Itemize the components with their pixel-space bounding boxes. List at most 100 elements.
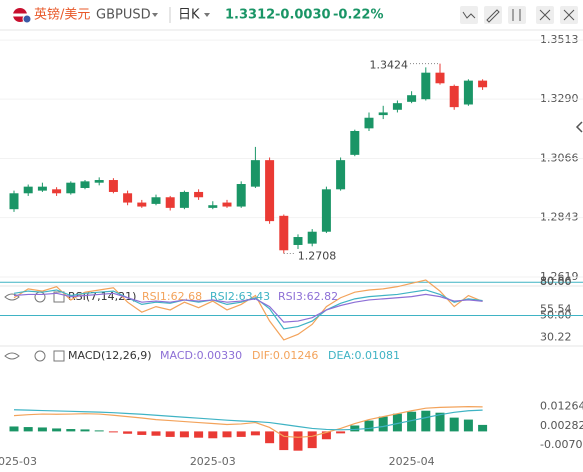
candle-body [265, 160, 275, 222]
macd-bar [194, 431, 204, 438]
macd-line [13, 409, 483, 431]
candle-body [407, 95, 417, 102]
macd-bar [236, 431, 246, 437]
macd-bar [449, 417, 459, 432]
candle-body [293, 237, 303, 245]
period[interactable]: 日K [178, 8, 200, 23]
macd-bar [165, 431, 175, 437]
candle-body [279, 215, 289, 251]
macd-bar [222, 431, 232, 438]
macd-header-icons [4, 350, 65, 362]
candle-body [378, 112, 388, 116]
legend-entry: RSI2:63.43 [210, 290, 270, 303]
macd-bar [463, 419, 473, 432]
candle-body [250, 160, 260, 187]
last-price: 1.3312 [225, 8, 275, 23]
candle-body [307, 231, 317, 244]
macd-bar [137, 431, 147, 435]
candle-body [222, 202, 232, 207]
macd-bar [307, 431, 317, 449]
legend-entry: DIF:0.01246 [252, 349, 318, 362]
rsi-line [13, 292, 483, 323]
macd-bar [52, 428, 62, 432]
draw-icon [486, 9, 500, 23]
candle-body [449, 85, 459, 108]
pair-name[interactable]: 英镑/美元 [34, 7, 90, 23]
eye-icon[interactable] [4, 293, 20, 301]
candle-body [80, 181, 90, 188]
dropdown-arrow[interactable] [152, 13, 158, 17]
macd-bar [80, 429, 90, 432]
macd-bar [66, 429, 76, 432]
indicator-button[interactable] [460, 6, 478, 24]
macd-bar [407, 411, 417, 432]
legend-entry: MACD:0.00330 [160, 349, 242, 362]
settings-icon[interactable] [34, 350, 46, 362]
macd-bar [378, 416, 388, 432]
y-tick-label: -0.00701 [540, 438, 583, 451]
macd-bar [293, 431, 303, 451]
price-change: -0.0030 [275, 8, 331, 23]
candle-icon [512, 9, 521, 21]
candle-body [23, 186, 33, 194]
macd-bar [151, 431, 161, 436]
candle-body [208, 205, 218, 208]
y-tick-label: 55.54 [540, 302, 572, 315]
candle-body [37, 186, 47, 191]
candle-body [151, 197, 161, 204]
candle-body [194, 191, 204, 198]
macd-bar [94, 430, 104, 432]
macd-bar [392, 413, 402, 432]
max-label: 1.3424 [370, 59, 409, 72]
indicator-icon[interactable] [53, 350, 65, 362]
macd-bar [321, 431, 331, 440]
y-tick-label: 80.86 [540, 274, 572, 287]
candle-body [52, 189, 62, 194]
candle-body [336, 160, 346, 190]
macd-bar [208, 431, 218, 439]
legend-entry: RSI3:62.82 [278, 290, 338, 303]
candle-body [66, 182, 76, 194]
y-tick-label: 0.00282 [540, 419, 583, 432]
macd-bar [37, 427, 47, 432]
macd-bar [336, 431, 346, 434]
macd-bar [350, 425, 360, 432]
draw-button[interactable] [484, 6, 502, 24]
candle-body [364, 117, 374, 129]
x-tick-label: 2025-04 [389, 455, 435, 468]
candle-body [165, 197, 175, 208]
candle-body [179, 191, 189, 208]
macd-title: MACD(12,26,9) [68, 349, 152, 362]
macd-bar [421, 410, 431, 432]
legend-entry: DEA:0.01081 [328, 349, 400, 362]
price-change-pct: -0.22% [333, 8, 384, 23]
candle-body [421, 72, 431, 100]
indicator-icon[interactable] [53, 291, 65, 303]
candle-button[interactable] [508, 6, 526, 24]
candle-body [123, 193, 133, 203]
dropdown-arrow[interactable] [204, 13, 210, 17]
macd-bar [108, 431, 118, 433]
macd-bar [9, 426, 19, 432]
candle-body [463, 80, 473, 105]
eye-icon[interactable] [4, 352, 20, 360]
symbol[interactable]: GBPUSD [96, 8, 151, 23]
macd-bar [364, 420, 374, 432]
candle-body [137, 202, 147, 207]
candle-body [478, 80, 488, 88]
collapse-arrow[interactable] [575, 121, 583, 133]
macd-bar [279, 431, 289, 451]
fullscreen-icon [539, 9, 551, 21]
candle-body [435, 72, 445, 84]
candle-body [236, 184, 246, 207]
x-tick-label: 2025-03 [190, 455, 236, 468]
macd-bar [478, 424, 488, 432]
min-label: 1.2708 [298, 249, 337, 262]
candle-body [94, 180, 104, 183]
macd-bar [435, 412, 445, 432]
y-tick-label: 30.22 [540, 330, 572, 343]
candle-body [392, 103, 402, 110]
candle-body [108, 180, 118, 192]
